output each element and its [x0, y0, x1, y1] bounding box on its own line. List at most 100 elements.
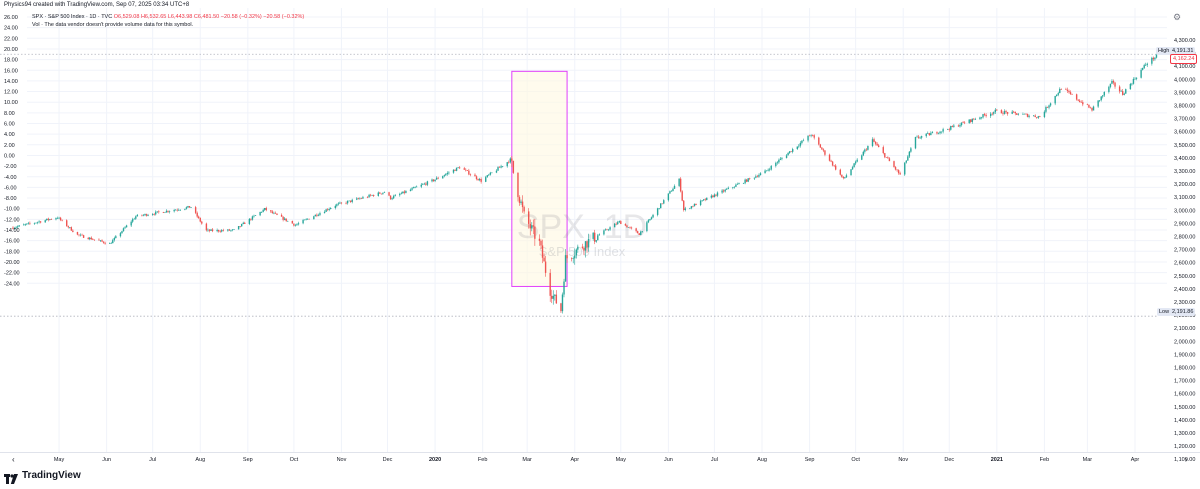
candle-body — [469, 174, 472, 176]
candle-body — [970, 119, 972, 122]
candle-body — [108, 243, 111, 244]
candle-body — [907, 156, 909, 161]
candle-body — [411, 188, 413, 190]
settings-gear-icon[interactable]: ⚙ — [1173, 12, 1182, 22]
left-axis-tick-label: 26.00 — [4, 15, 18, 21]
scroll-right-icon[interactable]: › — [1185, 455, 1188, 464]
candle-body — [962, 122, 964, 124]
candle-body — [767, 169, 769, 171]
candle-body — [47, 218, 50, 220]
candle-body — [509, 158, 511, 163]
candle-body — [693, 203, 696, 207]
candle-body — [1082, 102, 1084, 105]
candle-body — [432, 179, 435, 182]
candle-body — [296, 224, 298, 226]
candle-body — [940, 131, 943, 133]
candle-body — [466, 170, 469, 171]
candle-body — [72, 230, 74, 232]
candle-body — [765, 170, 768, 172]
candle-body — [749, 178, 751, 179]
candle-body — [532, 225, 535, 227]
time-axis-tick-label: 2020 — [429, 457, 441, 463]
high-value-tag: 4,191.31 — [1170, 47, 1196, 55]
candle-body — [575, 249, 577, 256]
candle-body — [233, 229, 235, 230]
candle-body — [1022, 113, 1024, 115]
candle-body — [1146, 63, 1148, 65]
right-axis-tick-label: 2,900.00 — [1174, 221, 1195, 227]
candle-body — [1125, 89, 1127, 94]
candle-body — [33, 222, 36, 224]
candle-body — [359, 198, 361, 200]
candle-body — [1017, 114, 1020, 116]
candle-body — [529, 223, 531, 229]
candle-body — [164, 212, 166, 214]
candle-body — [1025, 113, 1027, 115]
scroll-left-icon[interactable]: ‹ — [12, 455, 15, 464]
candle-body — [412, 187, 415, 189]
candle-body — [973, 118, 975, 120]
time-axis-tick-label: Sep — [805, 457, 815, 463]
candle-body — [167, 210, 169, 212]
candle-body — [66, 220, 68, 227]
candle-body — [184, 208, 186, 210]
candle-body — [130, 221, 132, 226]
candle-body — [1011, 111, 1013, 114]
candle-body — [415, 186, 418, 188]
right-axis-tick-label: 1,900.00 — [1174, 352, 1195, 358]
candle-body — [282, 216, 284, 220]
candle-body — [953, 125, 955, 127]
candle-body — [715, 194, 717, 196]
left-axis-tick-label: -20.00 — [4, 260, 20, 266]
time-axis-tick-label: Feb — [1040, 457, 1049, 463]
candle-body — [104, 242, 106, 244]
candle-body — [165, 210, 168, 213]
candle-body — [775, 162, 777, 166]
candle-body — [721, 190, 723, 193]
candle-body — [285, 218, 287, 222]
candle-body — [264, 208, 266, 210]
highlight-rectangle[interactable] — [511, 70, 568, 287]
candle-body — [399, 193, 401, 196]
candle-body — [330, 207, 332, 209]
symbol-legend[interactable]: SPX · S&P 500 Index · 1D · TVC O6,529.08… — [32, 13, 304, 29]
candle-body — [574, 255, 576, 259]
candle-body — [58, 217, 60, 219]
candle-body — [963, 122, 966, 124]
right-axis-tick-label: 2,100.00 — [1174, 326, 1195, 332]
candle-body — [873, 139, 875, 142]
candle-body — [372, 195, 375, 196]
candle-body — [555, 294, 558, 304]
candle-body — [379, 192, 381, 194]
candle-body — [581, 246, 584, 248]
candle-body — [346, 200, 349, 204]
candle-body — [87, 237, 89, 240]
candle-body — [402, 191, 404, 194]
candle-body — [764, 170, 766, 174]
candle-body — [1080, 102, 1082, 103]
time-axis-tick-label: Oct — [290, 457, 299, 463]
candle-body — [819, 144, 822, 148]
left-axis-tick-label: -16.00 — [4, 239, 20, 245]
candle-body — [89, 237, 91, 240]
candle-body — [996, 109, 998, 111]
candle-body — [228, 229, 231, 231]
left-percent-axis[interactable]: 26.00 24.00 22.00 20.00 18.00 16.00 14.00 12.00… — [4, 15, 20, 287]
candle-body — [994, 109, 997, 113]
left-axis-tick-label: -6.00 — [4, 185, 17, 191]
candle-body — [882, 147, 884, 154]
time-axis[interactable]: May Jun Jul Aug Sep Oct Nov Dec 2020 Feb Mar Apr May… — [54, 457, 1140, 463]
candle-body — [753, 177, 756, 179]
symbol-info[interactable]: SPX · S&P 500 Index · 1D · TVC — [32, 14, 113, 20]
time-axis-tick-label: Dec — [383, 457, 393, 463]
right-price-axis[interactable]: 4,300.004,200.004,100.004,000.003,900.00… — [1174, 38, 1195, 463]
candle-body — [884, 153, 886, 158]
candle-body — [382, 192, 384, 194]
candle-body — [865, 149, 868, 151]
candle-body — [1032, 115, 1035, 117]
candle-body — [207, 229, 209, 231]
candle-body — [15, 227, 17, 229]
candle-body — [888, 158, 891, 162]
candle-body — [151, 214, 154, 216]
